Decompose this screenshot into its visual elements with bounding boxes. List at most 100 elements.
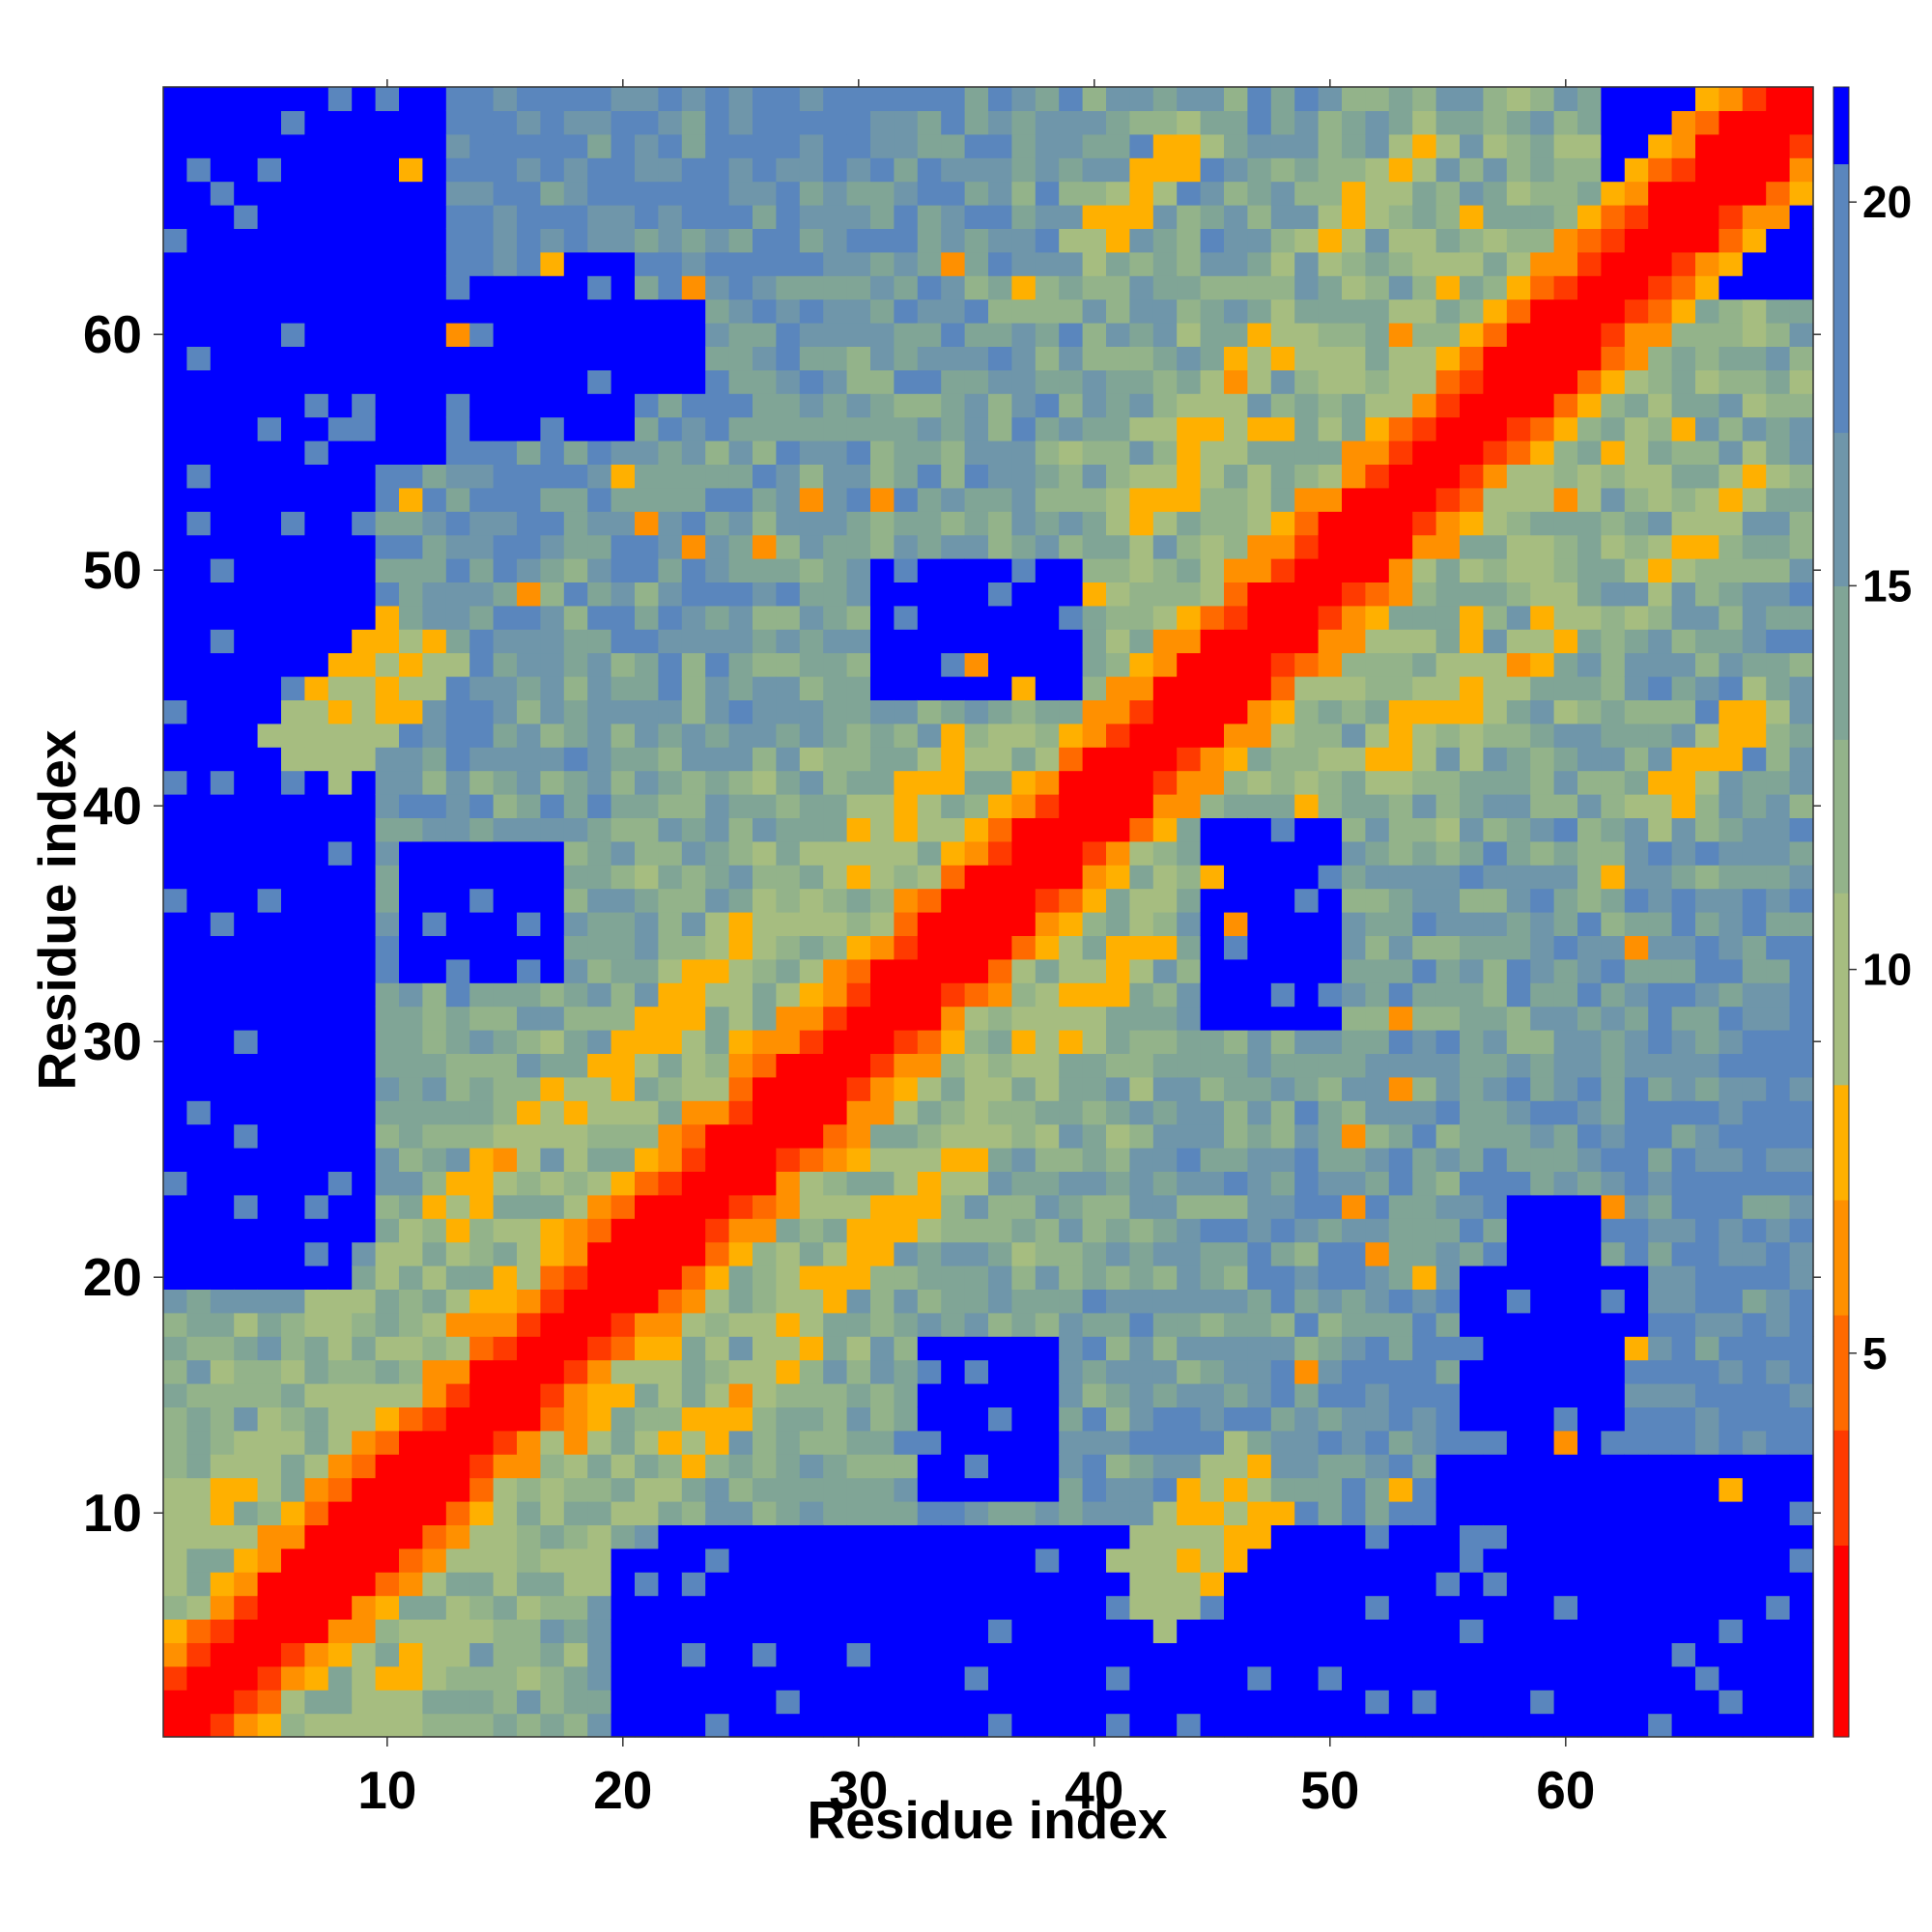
heatmap-cell — [1412, 676, 1437, 700]
heatmap-cell — [1365, 1619, 1390, 1643]
heatmap-cell — [1200, 133, 1225, 158]
heatmap-cell — [870, 1359, 895, 1384]
heatmap-cell — [894, 1053, 919, 1078]
heatmap-cell — [1388, 275, 1413, 300]
heatmap-cell — [1648, 346, 1673, 371]
heatmap-cell — [894, 1595, 919, 1620]
heatmap-cell — [1506, 323, 1531, 347]
heatmap-cell — [705, 629, 730, 654]
heatmap-cell — [1082, 464, 1107, 489]
heatmap-cell — [1412, 487, 1437, 512]
heatmap-cell — [1342, 582, 1366, 607]
heatmap-cell — [1342, 1289, 1366, 1314]
heatmap-cell — [894, 1006, 919, 1031]
heatmap-cell — [1577, 629, 1602, 654]
heatmap-cell — [776, 794, 801, 818]
heatmap-cell — [281, 794, 305, 818]
colorbar-segment — [1833, 739, 1849, 894]
heatmap-cell — [1365, 1454, 1390, 1479]
heatmap-cell — [846, 558, 871, 582]
heatmap-cell — [517, 181, 541, 206]
heatmap-cell — [1435, 1289, 1461, 1314]
heatmap-cell — [894, 676, 919, 700]
heatmap-cell — [799, 323, 824, 347]
heatmap-cell — [1035, 1241, 1060, 1266]
heatmap-cell — [493, 888, 518, 913]
heatmap-cell — [611, 1218, 636, 1243]
heatmap-cell — [823, 416, 848, 441]
heatmap-cell — [1553, 1430, 1578, 1455]
heatmap-cell — [870, 369, 895, 394]
heatmap-cell — [611, 1241, 636, 1266]
heatmap-cell — [705, 982, 730, 1008]
heatmap-cell — [964, 1218, 989, 1243]
heatmap-cell — [1342, 1572, 1366, 1597]
heatmap-cell — [352, 582, 377, 607]
heatmap-cell — [917, 440, 942, 465]
heatmap-cell — [493, 770, 518, 795]
heatmap-cell — [186, 982, 212, 1008]
heatmap-cell — [163, 228, 187, 253]
heatmap-cell — [1318, 747, 1343, 772]
heatmap-cell — [234, 558, 259, 582]
heatmap-cell — [705, 840, 730, 866]
heatmap-cell — [352, 1548, 377, 1573]
heatmap-cell — [823, 1572, 848, 1597]
heatmap-cell — [1270, 1524, 1295, 1549]
heatmap-cell — [1247, 888, 1272, 913]
heatmap-cell — [234, 629, 259, 654]
heatmap-cell — [1318, 416, 1343, 441]
heatmap-cell — [1294, 888, 1320, 913]
colorbar-segment — [1833, 893, 1849, 1086]
heatmap-cell — [1577, 1501, 1602, 1525]
heatmap-cell — [941, 1076, 966, 1101]
heatmap-cell — [964, 652, 989, 677]
heatmap-cell — [611, 1524, 636, 1549]
heatmap-cell — [681, 794, 706, 818]
heatmap-cell — [1671, 1430, 1696, 1455]
heatmap-cell — [846, 1501, 871, 1525]
heatmap-cell — [1152, 723, 1178, 748]
heatmap-cell — [1388, 865, 1413, 890]
heatmap-cell — [799, 817, 824, 842]
heatmap-cell — [304, 228, 329, 253]
heatmap-cell — [1035, 1123, 1060, 1149]
heatmap-cell — [493, 1690, 518, 1715]
heatmap-cell — [658, 676, 683, 700]
heatmap-cell — [988, 1454, 1012, 1479]
heatmap-cell — [1365, 487, 1390, 512]
heatmap-cell — [1294, 912, 1320, 936]
heatmap-cell — [1177, 958, 1202, 983]
heatmap-cell — [1577, 747, 1602, 772]
heatmap-cell — [399, 440, 423, 465]
heatmap-cell — [1719, 1359, 1744, 1384]
heatmap-cell — [1624, 1642, 1649, 1667]
heatmap-cell — [1177, 1619, 1202, 1643]
heatmap-cell — [894, 865, 919, 890]
heatmap-cell — [469, 1572, 495, 1597]
heatmap-cell — [445, 1619, 470, 1643]
heatmap-cell — [234, 817, 259, 842]
heatmap-cell — [1200, 558, 1225, 582]
heatmap-cell — [399, 699, 423, 724]
heatmap-cell — [1789, 1053, 1814, 1078]
heatmap-cell — [1530, 1713, 1555, 1738]
heatmap-cell — [563, 1265, 588, 1290]
heatmap-cell — [941, 982, 966, 1008]
heatmap-cell — [728, 1501, 753, 1525]
heatmap-cell — [1435, 676, 1461, 700]
heatmap-cell — [1789, 676, 1814, 700]
heatmap-cell — [257, 1289, 282, 1314]
heatmap-cell — [1460, 935, 1484, 960]
heatmap-cell — [1318, 346, 1343, 371]
heatmap-cell — [988, 181, 1012, 206]
heatmap-cell — [681, 1430, 706, 1455]
heatmap-cell — [1152, 369, 1178, 394]
heatmap-cell — [399, 1572, 423, 1597]
heatmap-cell — [1294, 1076, 1320, 1101]
heatmap-cell — [587, 1383, 612, 1407]
heatmap-cell — [281, 110, 305, 135]
heatmap-cell — [1224, 1265, 1248, 1290]
heatmap-cell — [1483, 723, 1508, 748]
heatmap-cell — [1483, 1030, 1508, 1054]
